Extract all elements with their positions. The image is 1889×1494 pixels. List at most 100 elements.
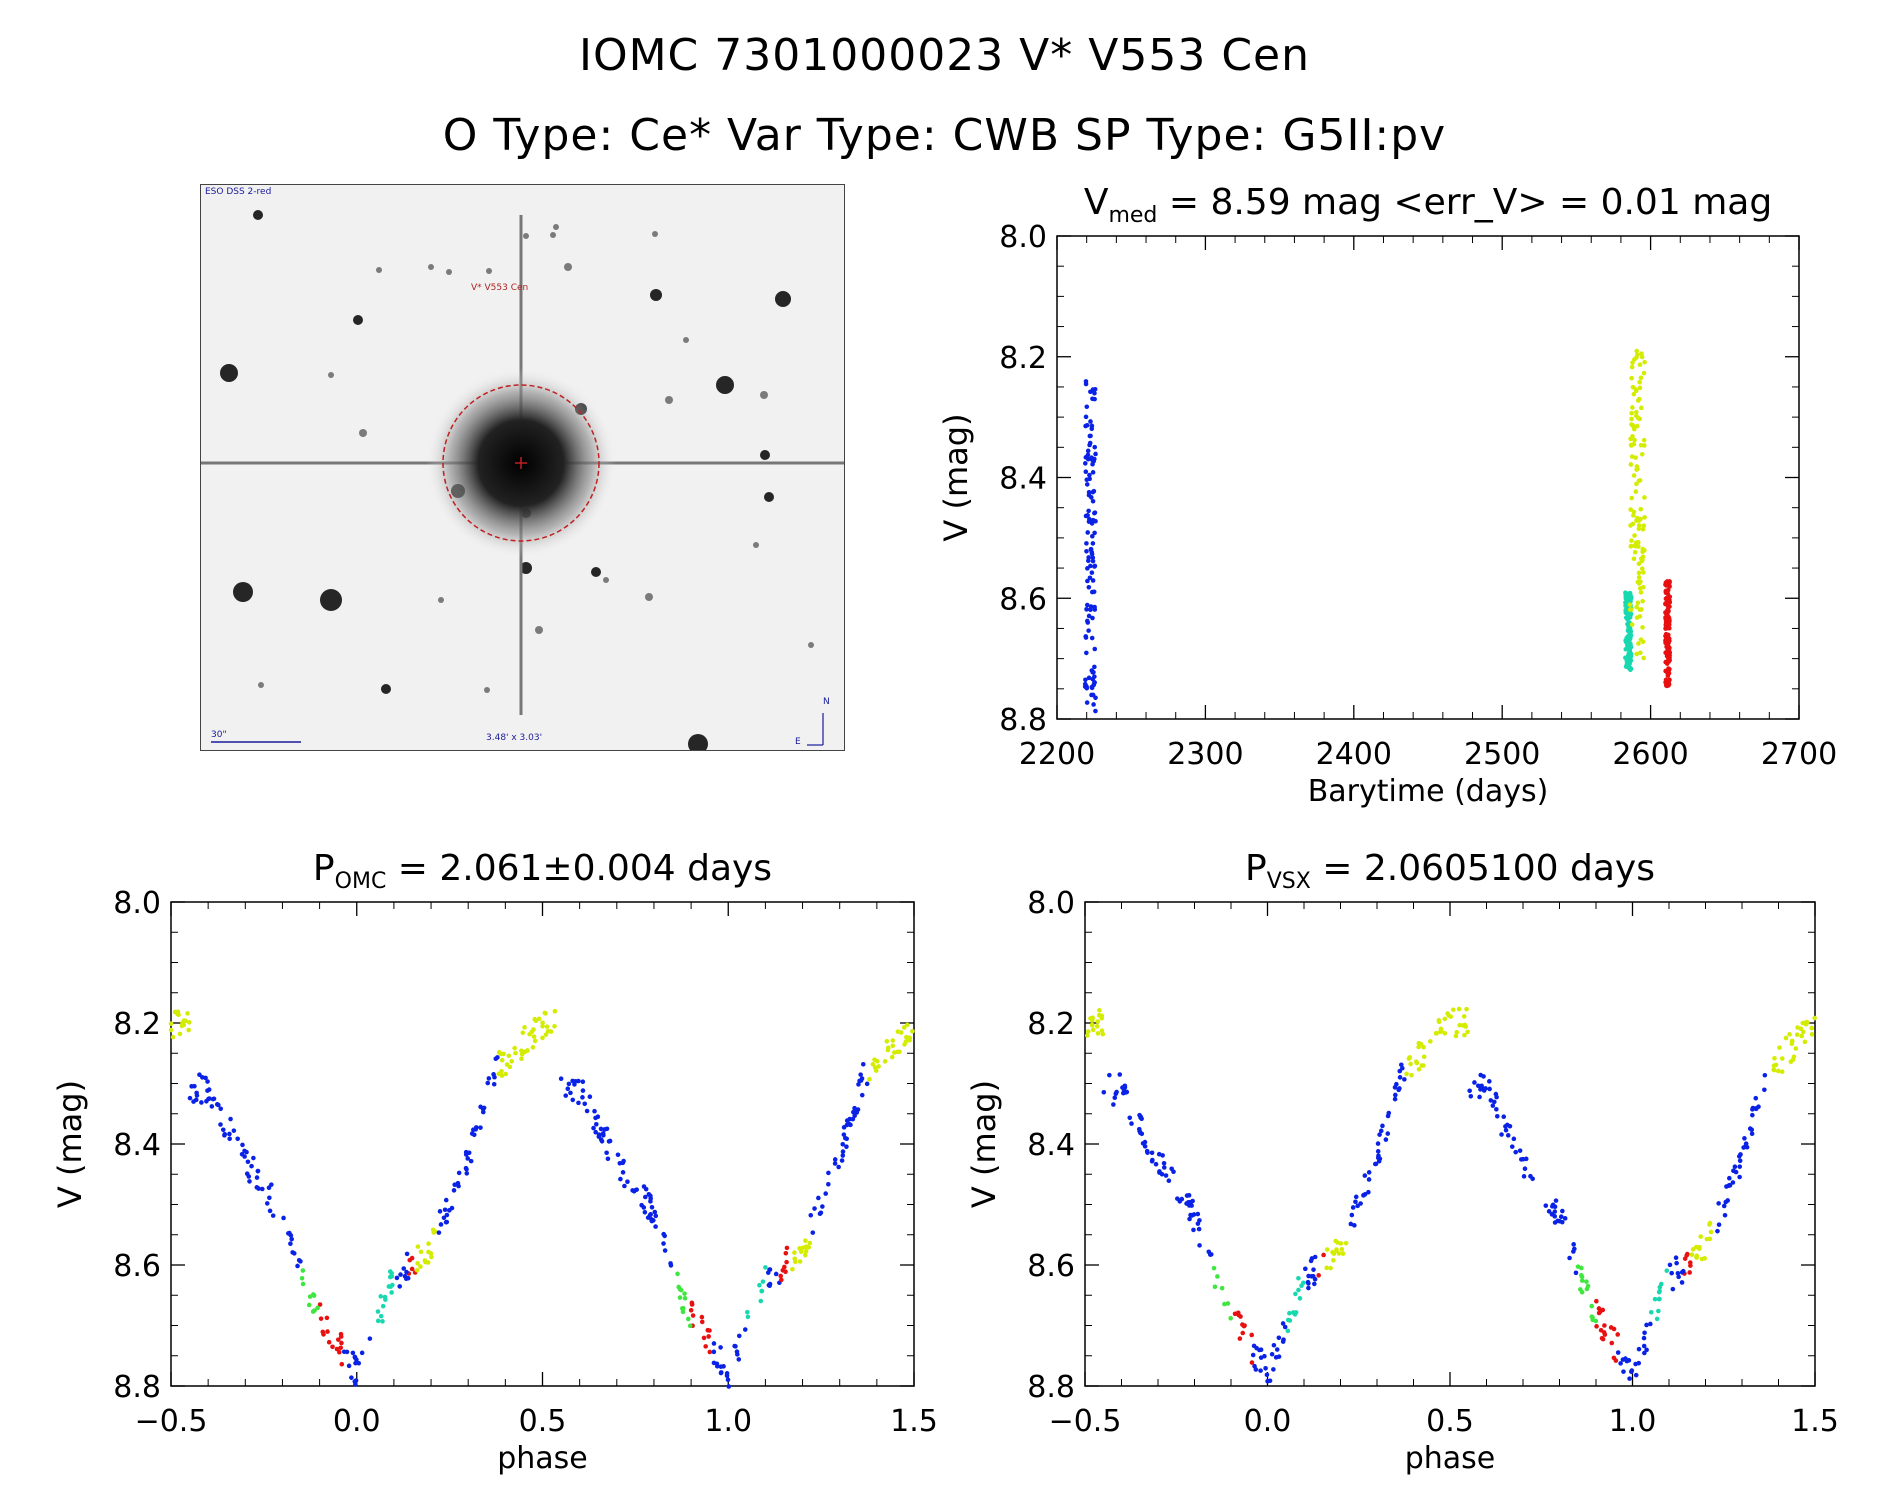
field-star xyxy=(591,567,601,577)
data-point xyxy=(690,1313,696,1318)
data-point xyxy=(1398,1062,1404,1068)
data-point xyxy=(1273,1355,1279,1360)
data-point xyxy=(1517,1148,1523,1153)
field-star xyxy=(764,492,774,502)
data-point xyxy=(1789,1041,1795,1047)
data-point xyxy=(1175,1196,1180,1201)
data-point xyxy=(1638,375,1644,381)
data-point xyxy=(1092,444,1098,450)
data-point xyxy=(1633,1372,1639,1378)
data-point xyxy=(870,1062,876,1067)
data-point xyxy=(1117,1072,1123,1077)
data-point xyxy=(885,1045,891,1051)
data-point xyxy=(576,1100,581,1106)
data-point xyxy=(1454,1029,1460,1035)
y-tick-label: 8.0 xyxy=(1027,886,1075,921)
data-point xyxy=(584,1108,590,1114)
data-point xyxy=(1197,1218,1202,1223)
data-point xyxy=(1771,1067,1777,1072)
data-point xyxy=(1290,1310,1296,1315)
data-point xyxy=(792,1250,797,1255)
data-point xyxy=(1627,607,1633,612)
data-point xyxy=(1609,1340,1615,1346)
data-point xyxy=(1090,558,1096,564)
data-point xyxy=(1630,433,1635,439)
data-point xyxy=(1663,668,1668,674)
data-point xyxy=(1725,1198,1731,1203)
data-point xyxy=(181,1022,187,1028)
data-point xyxy=(1263,1365,1268,1371)
data-point xyxy=(902,1042,907,1047)
x-tick-label: 1.5 xyxy=(890,1404,938,1439)
data-point xyxy=(792,1259,798,1265)
data-point xyxy=(1434,1030,1439,1036)
data-point xyxy=(478,1125,483,1130)
data-point xyxy=(452,1182,458,1188)
data-point xyxy=(1392,1085,1398,1090)
data-point xyxy=(426,1241,431,1246)
data-point xyxy=(1100,1031,1106,1037)
data-point xyxy=(1597,1309,1603,1314)
x-tick-label: 0.0 xyxy=(1244,1404,1292,1439)
data-point xyxy=(718,1345,723,1350)
data-point xyxy=(245,1159,251,1165)
data-point xyxy=(1137,1128,1142,1134)
data-point xyxy=(235,1136,240,1142)
data-point xyxy=(735,1352,740,1357)
data-point xyxy=(904,1022,910,1028)
data-point xyxy=(890,1038,896,1043)
data-point xyxy=(306,1302,312,1308)
east-label: E xyxy=(795,737,801,747)
data-point xyxy=(540,1023,545,1029)
data-point xyxy=(1339,1246,1345,1252)
data-point xyxy=(848,1122,853,1128)
data-point xyxy=(1464,1006,1469,1012)
field-star xyxy=(645,593,653,601)
x-tick-label: −0.5 xyxy=(135,1404,208,1439)
data-point xyxy=(1153,1161,1159,1167)
data-point xyxy=(1083,455,1089,460)
data-point xyxy=(1197,1243,1202,1248)
data-point xyxy=(1640,639,1646,645)
data-point xyxy=(1665,591,1671,597)
data-point xyxy=(194,1093,200,1098)
data-point xyxy=(1306,1281,1311,1286)
data-point xyxy=(1457,1022,1462,1028)
data-point xyxy=(1090,533,1095,539)
data-point xyxy=(438,1222,444,1227)
data-point xyxy=(1090,489,1096,495)
data-point xyxy=(703,1344,708,1349)
data-point xyxy=(1636,561,1642,567)
data-point xyxy=(1297,1296,1303,1301)
data-point xyxy=(1629,454,1635,459)
data-point xyxy=(587,1094,593,1100)
data-point xyxy=(807,1240,813,1246)
data-point xyxy=(1421,1044,1426,1050)
data-point xyxy=(1093,518,1098,524)
data-point xyxy=(782,1264,787,1270)
data-point xyxy=(1630,405,1635,410)
data-point xyxy=(1594,1298,1599,1304)
data-point xyxy=(437,1209,443,1214)
data-point xyxy=(1083,461,1088,466)
data-point xyxy=(1656,1289,1662,1295)
data-point xyxy=(596,1134,602,1139)
data-point xyxy=(1475,1083,1481,1089)
data-point xyxy=(736,1333,742,1339)
data-point xyxy=(1634,464,1640,469)
data-point xyxy=(1666,681,1672,687)
data-point xyxy=(594,1122,599,1127)
data-point xyxy=(443,1197,449,1203)
data-point xyxy=(267,1195,272,1201)
data-point xyxy=(707,1349,713,1355)
data-point xyxy=(1366,1177,1372,1182)
data-point xyxy=(1699,1256,1705,1262)
data-point xyxy=(1634,481,1639,487)
data-point xyxy=(1111,1102,1116,1107)
data-point xyxy=(1163,1173,1169,1178)
data-point xyxy=(326,1339,332,1345)
data-point xyxy=(1715,1228,1720,1234)
data-point xyxy=(1084,1033,1090,1038)
data-point xyxy=(1091,589,1097,595)
data-point xyxy=(491,1081,497,1087)
